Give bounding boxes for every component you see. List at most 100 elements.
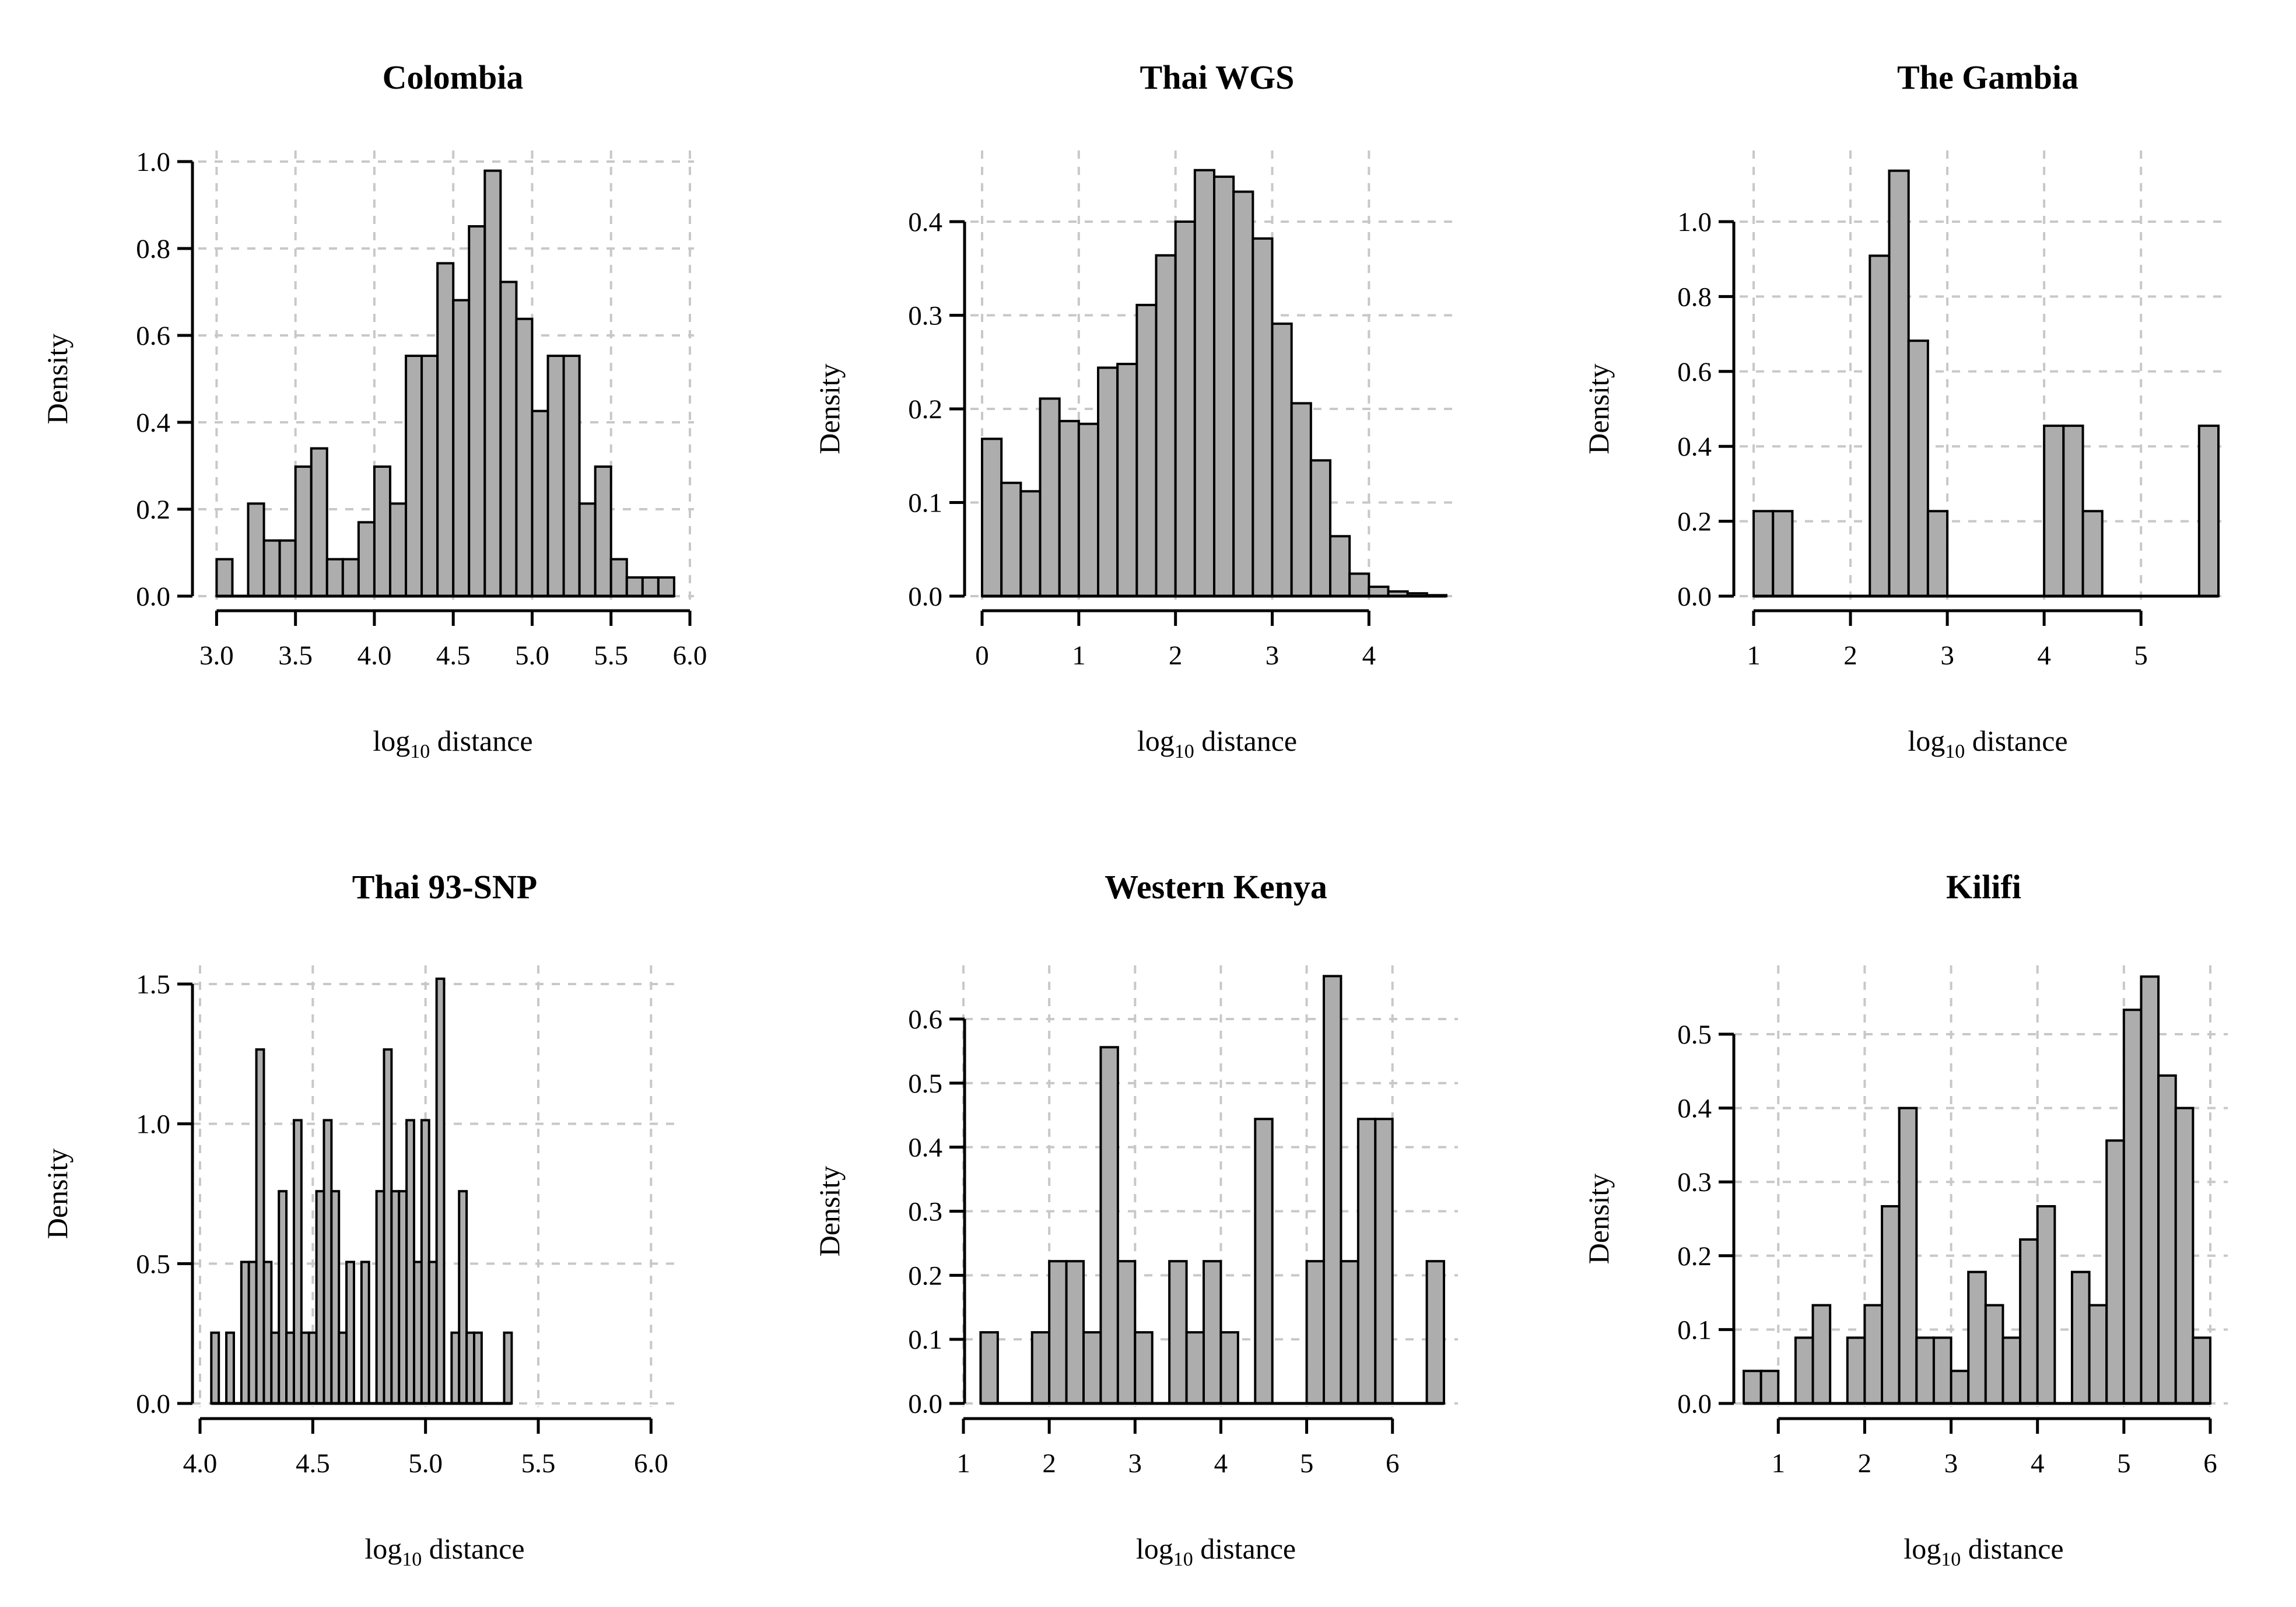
histogram-bar xyxy=(1794,1336,1814,1405)
histogram-bar xyxy=(1082,1331,1102,1405)
x-tick-label: 4 xyxy=(1214,1448,1228,1479)
histogram-bar xyxy=(1065,1260,1085,1405)
histogram-bar xyxy=(1888,169,1910,597)
chart-title: Western Kenya xyxy=(1105,868,1327,906)
x-tick-label: 5.0 xyxy=(515,640,549,671)
histogram-bar xyxy=(2192,1336,2211,1405)
histogram-bar xyxy=(1097,366,1119,597)
histogram-bar xyxy=(1967,1270,1987,1405)
y-tick-label: 0.4 xyxy=(908,207,942,237)
histogram-bar xyxy=(546,355,565,597)
y-tick-label: 0.1 xyxy=(908,488,942,519)
histogram-bar xyxy=(641,576,660,598)
histogram-bar xyxy=(1759,1370,1780,1405)
x-tick-label: 5.5 xyxy=(594,640,628,671)
histogram-bar xyxy=(1135,303,1158,597)
y-tick-label: 1.5 xyxy=(136,969,170,1000)
histogram-bar xyxy=(1290,402,1312,597)
histogram-bar xyxy=(609,558,628,597)
y-tick-label: 0.3 xyxy=(908,1197,942,1227)
histogram-bar xyxy=(357,521,376,597)
x-tick-label: 6.0 xyxy=(673,640,707,671)
histogram-bar xyxy=(210,1331,220,1405)
x-tick-label: 6.0 xyxy=(634,1448,668,1479)
histogram-bar xyxy=(345,1261,355,1405)
histogram-panel: 0.0 0.2 0.4 0.6 0.8 1.0 1 2 3 4 5 The Gambia log10 d… xyxy=(1582,58,2228,762)
histogram-bar xyxy=(981,437,1003,597)
histogram-bar xyxy=(215,558,234,597)
x-axis-label: log10 distance xyxy=(1904,1532,2063,1570)
y-axis-label: Density xyxy=(813,363,846,454)
x-tick-label: 1 xyxy=(1072,640,1086,671)
x-tick-label: 1 xyxy=(1747,640,1761,671)
y-tick-label: 0.2 xyxy=(908,394,942,425)
y-tick-label: 0.2 xyxy=(136,495,170,525)
histogram-bar xyxy=(2081,510,2104,597)
histogram-bar xyxy=(310,447,328,598)
histogram-bar xyxy=(2043,424,2065,597)
x-tick-label: 4 xyxy=(2037,640,2051,671)
histogram-bar xyxy=(1077,422,1100,597)
y-axis-label: Density xyxy=(1582,363,1615,454)
histogram-bar xyxy=(1881,1205,1901,1405)
x-tick-label: 4.5 xyxy=(296,1448,330,1479)
histogram-bar xyxy=(1048,1260,1068,1405)
histogram-bar xyxy=(262,539,281,598)
histogram-bar xyxy=(515,317,534,597)
x-tick-label: 5.5 xyxy=(521,1448,556,1479)
y-axis-label: Density xyxy=(1582,1174,1615,1265)
y-axis-label: Density xyxy=(41,1149,73,1240)
y-tick-label: 0.4 xyxy=(1677,432,1712,462)
histogram-bar xyxy=(436,262,455,597)
histogram-bar xyxy=(1356,1118,1377,1405)
y-tick-label: 0.3 xyxy=(908,301,942,331)
histogram-bar xyxy=(562,355,581,597)
histogram-bar xyxy=(2140,975,2160,1405)
x-tick-label: 1 xyxy=(1772,1448,1786,1479)
histogram-bar xyxy=(979,1331,999,1405)
histogram-bar xyxy=(2062,424,2084,597)
y-tick-label: 1.0 xyxy=(136,1109,170,1140)
x-tick-label: 2 xyxy=(1858,1448,1872,1479)
histogram-bar xyxy=(435,977,446,1405)
x-tick-label: 4.5 xyxy=(436,640,471,671)
y-tick-label: 0.5 xyxy=(908,1069,942,1099)
y-tick-label: 0.0 xyxy=(1677,1389,1712,1419)
histogram-bar xyxy=(472,1331,483,1405)
histogram-bar xyxy=(2036,1205,2056,1405)
x-tick-label: 5.0 xyxy=(408,1448,443,1479)
x-axis-label: log10 distance xyxy=(364,1532,524,1570)
chart-title: Colombia xyxy=(383,58,524,96)
y-tick-label: 0.5 xyxy=(1677,1020,1712,1050)
y-tick-label: 1.0 xyxy=(136,147,170,177)
histogram-bar xyxy=(1323,975,1342,1405)
histogram-bar xyxy=(594,465,612,597)
histogram-bar xyxy=(503,1331,513,1405)
histogram-bar xyxy=(225,1331,235,1405)
y-axis-label: Density xyxy=(41,334,73,425)
histogram-bar xyxy=(341,558,360,597)
histogram-panel: 0.0 0.2 0.4 0.6 0.8 1.0 3.0 3.5 4.0 4.5 5.0 5.5 6.0 C… xyxy=(41,58,707,762)
histogram-bar xyxy=(1252,237,1274,597)
x-tick-label: 3.0 xyxy=(199,640,234,671)
histogram-bar xyxy=(2122,1009,2143,1405)
histogram-bar xyxy=(1174,220,1196,597)
histogram-bar xyxy=(1932,1336,1953,1405)
histogram-bar xyxy=(1811,1304,1832,1405)
x-tick-label: 2 xyxy=(1169,640,1183,671)
y-tick-label: 0.4 xyxy=(136,408,170,438)
histogram-bar xyxy=(1134,1331,1154,1405)
histogram-bar xyxy=(1019,490,1042,597)
y-tick-label: 0.3 xyxy=(1677,1167,1712,1198)
y-tick-label: 0.4 xyxy=(908,1133,942,1163)
y-tick-label: 0.2 xyxy=(1677,507,1712,537)
x-tick-label: 4 xyxy=(2031,1448,2045,1479)
y-tick-label: 0.2 xyxy=(908,1261,942,1291)
x-tick-label: 5 xyxy=(2117,1448,2131,1479)
histogram-bar xyxy=(2070,1270,2091,1405)
histogram-bar xyxy=(578,502,597,597)
histogram-bar xyxy=(1863,1304,1884,1405)
histogram-bar xyxy=(1907,339,1929,597)
x-tick-label: 3 xyxy=(1128,1448,1142,1479)
